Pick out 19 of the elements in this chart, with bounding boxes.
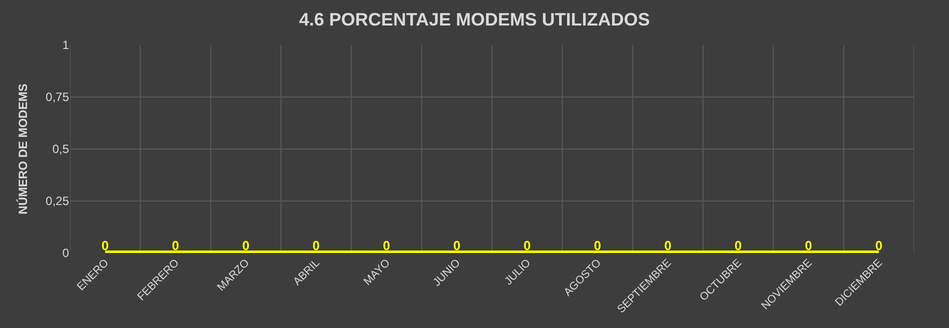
data-label: 0: [102, 238, 109, 253]
y-tick-label: 0: [62, 246, 70, 260]
data-label: 0: [664, 238, 672, 253]
y-tick-label: 1: [62, 38, 70, 52]
y-tick-label: 0,25: [46, 194, 70, 208]
data-label: 0: [453, 238, 460, 253]
chart-title: 4.6 PORCENTAJE MODEMS UTILIZADOS: [299, 10, 650, 30]
data-label: 0: [172, 238, 180, 253]
data-label: 0: [382, 238, 390, 253]
data-label: 0: [312, 238, 320, 253]
data-label: 0: [242, 238, 250, 253]
data-label: 0: [594, 238, 602, 253]
y-tick-label: 0,75: [46, 90, 70, 104]
data-label: 0: [804, 238, 812, 253]
data-label: 0: [734, 238, 742, 253]
y-axis-title: NÚMERO DE MODEMS: [16, 84, 30, 214]
data-label: 0: [875, 238, 882, 253]
y-tick-label: 0,5: [52, 142, 70, 156]
data-label: 0: [524, 238, 531, 253]
